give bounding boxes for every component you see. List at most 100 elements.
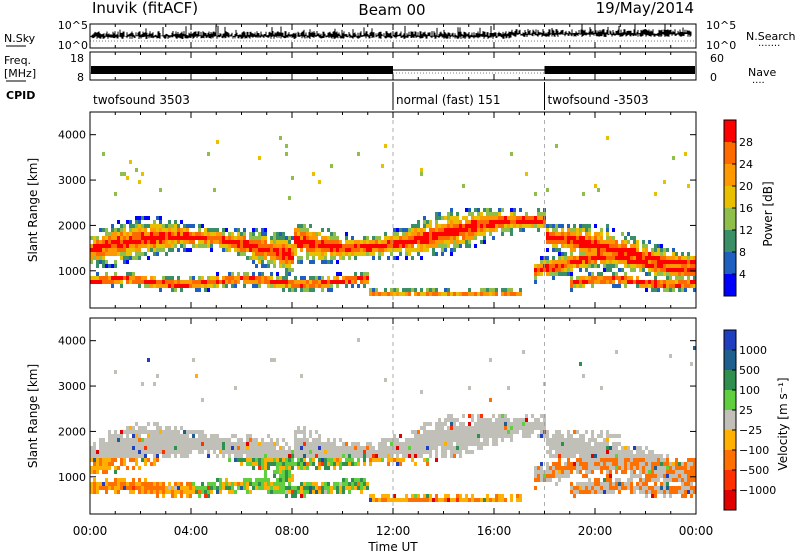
heatmap-cell bbox=[153, 276, 156, 280]
heatmap-cell bbox=[522, 422, 525, 426]
heatmap-cell bbox=[378, 256, 381, 260]
heatmap-cell bbox=[144, 478, 147, 482]
heatmap-cell bbox=[264, 466, 267, 470]
heatmap-cell bbox=[660, 462, 663, 466]
heatmap-cell bbox=[327, 486, 330, 490]
heatmap-cell bbox=[666, 458, 669, 462]
heatmap-cell bbox=[315, 252, 318, 256]
heatmap-cell bbox=[552, 260, 555, 264]
heatmap-cell bbox=[567, 232, 570, 236]
heatmap-cell bbox=[162, 224, 165, 228]
heatmap-cell bbox=[609, 470, 612, 474]
heatmap-cell bbox=[108, 458, 111, 462]
heatmap-cell bbox=[423, 216, 426, 220]
heatmap-cell bbox=[558, 470, 561, 474]
heatmap-cell bbox=[465, 216, 468, 220]
heatmap-cell bbox=[114, 446, 117, 450]
heatmap-cell bbox=[162, 228, 165, 232]
heatmap-cell bbox=[558, 466, 561, 470]
heatmap-cell bbox=[135, 454, 138, 458]
heatmap-cell bbox=[639, 446, 642, 450]
heatmap-cell bbox=[366, 236, 369, 240]
heatmap-cell bbox=[678, 478, 681, 482]
heatmap-cell bbox=[675, 478, 678, 482]
heatmap-cell bbox=[444, 216, 447, 220]
heatmap-cell bbox=[435, 426, 438, 430]
heatmap-cell bbox=[483, 292, 486, 296]
heatmap-cell bbox=[495, 434, 498, 438]
heatmap-cell bbox=[342, 276, 345, 280]
heatmap-cell bbox=[255, 228, 258, 232]
heatmap-cell bbox=[612, 264, 615, 268]
heatmap-cell bbox=[279, 454, 282, 458]
heatmap-cell bbox=[300, 280, 303, 284]
heatmap-cell bbox=[621, 252, 624, 256]
heatmap-cell bbox=[624, 486, 627, 490]
heatmap-cell bbox=[447, 418, 450, 422]
heatmap-cell bbox=[462, 498, 465, 502]
heatmap-cell bbox=[453, 236, 456, 240]
heatmap-cell bbox=[618, 284, 621, 288]
heatmap-cell bbox=[267, 478, 270, 482]
heatmap-cell bbox=[297, 280, 300, 284]
heatmap-cell bbox=[153, 490, 156, 494]
heatmap-cell bbox=[447, 228, 450, 232]
heatmap-cell bbox=[195, 284, 198, 288]
heatmap-cell bbox=[576, 438, 579, 442]
heatmap-cell bbox=[654, 478, 657, 482]
heatmap-cell bbox=[597, 264, 600, 268]
heatmap-cell bbox=[441, 216, 444, 220]
heatmap-cell bbox=[309, 284, 312, 288]
heatmap-cell bbox=[636, 454, 639, 458]
heatmap-cell bbox=[111, 252, 114, 256]
heatmap-cell bbox=[339, 462, 342, 466]
y-tick-label: 3000 bbox=[58, 174, 86, 187]
heatmap-cell bbox=[411, 236, 414, 240]
heatmap-cell bbox=[435, 220, 438, 224]
heatmap-cell bbox=[540, 466, 543, 470]
heatmap-cell bbox=[591, 272, 594, 276]
heatmap-cell bbox=[120, 228, 123, 232]
heatmap-cell bbox=[486, 494, 489, 498]
heatmap-cell bbox=[234, 458, 237, 462]
heatmap-cell bbox=[510, 498, 513, 502]
heatmap-cell bbox=[168, 446, 171, 450]
heatmap-cell bbox=[654, 280, 657, 284]
heatmap-cell bbox=[195, 490, 198, 494]
heatmap-cell bbox=[138, 430, 141, 434]
heatmap-cell bbox=[318, 244, 321, 248]
heatmap-cell bbox=[609, 454, 612, 458]
heatmap-cell bbox=[600, 486, 603, 490]
heatmap-cell bbox=[333, 236, 336, 240]
heatmap-cell bbox=[138, 486, 141, 490]
heatmap-cell bbox=[132, 446, 135, 450]
heatmap-cell bbox=[549, 442, 552, 446]
heatmap-cell bbox=[258, 446, 261, 450]
heatmap-cell bbox=[345, 252, 348, 256]
heatmap-cell bbox=[195, 446, 198, 450]
heatmap-cell bbox=[216, 228, 219, 232]
heatmap-cell bbox=[399, 292, 402, 296]
heatmap-cell bbox=[597, 478, 600, 482]
heatmap-cell bbox=[663, 458, 666, 462]
heatmap-cell bbox=[120, 462, 123, 466]
heatmap-cell bbox=[231, 486, 234, 490]
heatmap-cell bbox=[189, 284, 192, 288]
heatmap-cell bbox=[624, 470, 627, 474]
heatmap-cell bbox=[108, 280, 111, 284]
heatmap-cell bbox=[183, 236, 186, 240]
heatmap-cell bbox=[672, 470, 675, 474]
heatmap-cell bbox=[93, 442, 96, 446]
power-colorbar-tick-label: 20 bbox=[739, 180, 753, 193]
heatmap-cell bbox=[441, 252, 444, 256]
heatmap-cell bbox=[288, 244, 291, 248]
heatmap-cell bbox=[441, 454, 444, 458]
heatmap-cell bbox=[450, 212, 453, 216]
heatmap-cell bbox=[177, 228, 180, 232]
heatmap-cell bbox=[300, 276, 303, 280]
heatmap-cell bbox=[603, 466, 606, 470]
heatmap-cell bbox=[312, 236, 315, 240]
heatmap-cell bbox=[135, 458, 138, 462]
heatmap-cell bbox=[570, 244, 573, 248]
heatmap-cell bbox=[138, 248, 141, 252]
